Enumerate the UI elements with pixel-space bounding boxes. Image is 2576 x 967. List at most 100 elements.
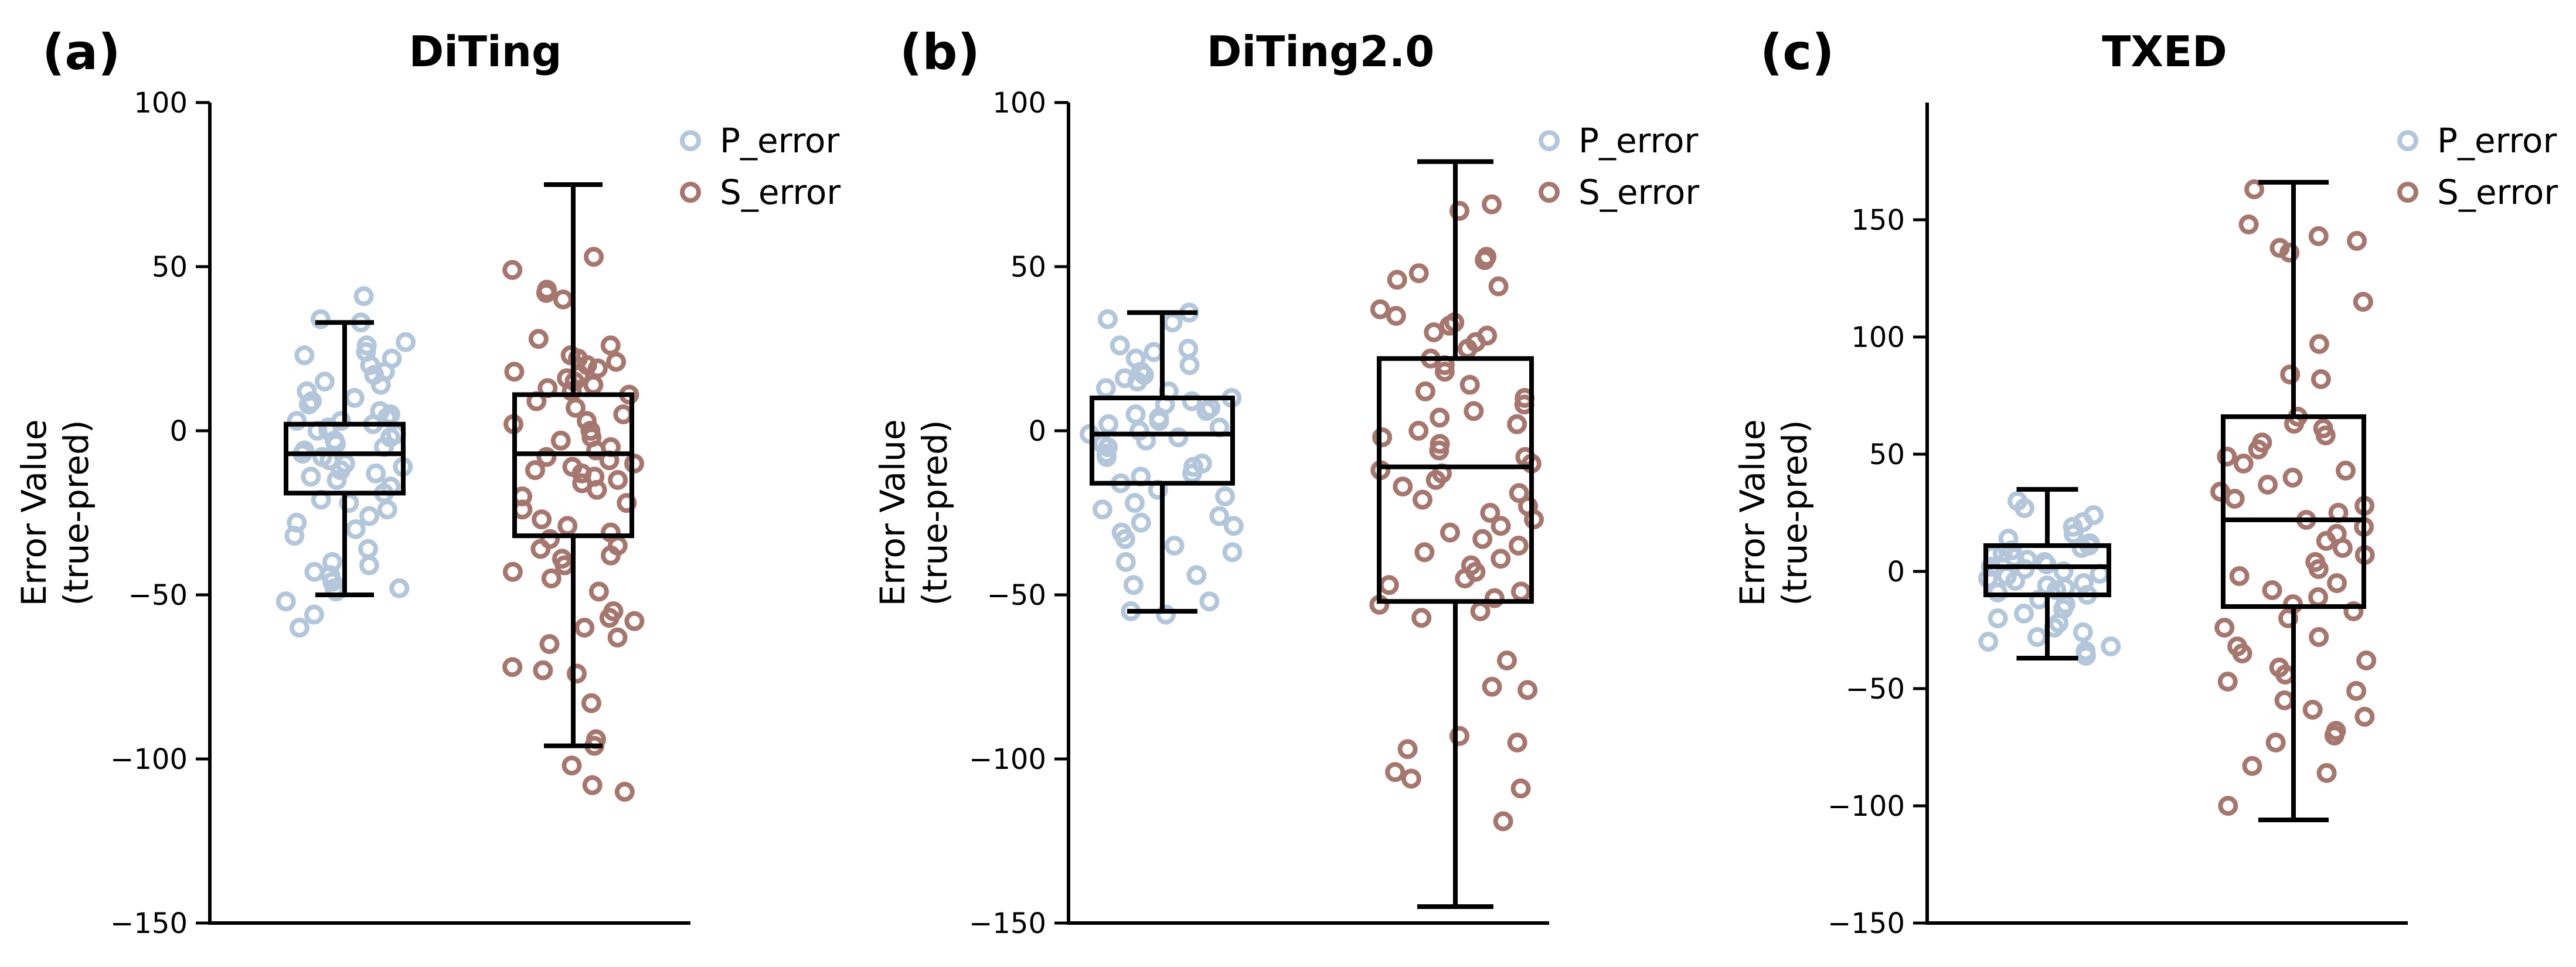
y-tick-label: −50: [128, 579, 188, 612]
panel-title: DiTing: [409, 27, 562, 76]
data-point: [326, 470, 347, 490]
y-tick-label: 50: [1869, 438, 1905, 471]
data-point: [289, 618, 309, 638]
data-point: [2014, 604, 2034, 624]
y-tick-label: −150: [1828, 907, 1905, 940]
data-point: [1110, 335, 1130, 356]
data-point: [2327, 573, 2347, 593]
data-point: [2309, 627, 2329, 647]
data-point: [1434, 362, 1455, 382]
data-point: [1455, 568, 1475, 588]
panel-title: DiTing2.0: [1207, 27, 1435, 76]
data-point: [1480, 503, 1500, 523]
data-point: [2262, 580, 2282, 600]
data-point: [377, 499, 397, 520]
y-tick-label: 100: [992, 87, 1046, 120]
data-point: [1488, 276, 1509, 297]
data-point: [525, 460, 545, 481]
iqr-box: [1377, 356, 1534, 604]
legend-marker: [1539, 182, 1560, 203]
y-tick-label: −50: [1846, 673, 1905, 706]
legend-marker: [1539, 130, 1560, 151]
data-point: [2214, 618, 2235, 638]
y-tick-label: −100: [1828, 790, 1905, 823]
data-point: [528, 329, 549, 349]
iqr-box: [284, 421, 406, 496]
data-point: [2233, 454, 2254, 474]
data-point: [1458, 339, 1478, 359]
data-point: [2354, 707, 2375, 727]
data-point: [1186, 565, 1207, 585]
legend-marker: [680, 130, 701, 151]
data-point: [1182, 391, 1202, 411]
legend-label: P_error: [720, 121, 840, 161]
data-point: [1482, 676, 1502, 697]
y-tick-label: −150: [969, 907, 1046, 940]
data-point: [311, 309, 331, 329]
data-point: [600, 335, 621, 356]
box-s-error: [1377, 159, 1534, 909]
data-point: [2258, 475, 2278, 495]
y-tick-label: 50: [1010, 251, 1046, 284]
y-tick-label: −150: [110, 907, 188, 940]
data-point: [294, 345, 315, 366]
y-tick-label: 100: [134, 87, 188, 120]
box-s-error: [2221, 180, 2366, 822]
data-point: [601, 545, 621, 566]
data-point: [613, 404, 634, 424]
data-point: [608, 470, 628, 490]
data-point: [1413, 489, 1432, 510]
data-point: [536, 447, 557, 467]
data-point: [624, 611, 645, 631]
series-s-error: [2210, 179, 2377, 816]
data-point: [2343, 601, 2364, 621]
y-tick-label: −100: [969, 743, 1046, 776]
data-point: [2302, 700, 2323, 720]
data-point: [2244, 179, 2265, 199]
data-point: [2332, 538, 2353, 558]
iqr-box: [512, 392, 634, 539]
data-point: [370, 374, 391, 395]
data-point: [2217, 672, 2238, 692]
data-point: [1379, 575, 1399, 595]
data-point: [2014, 498, 2034, 518]
data-point: [1162, 312, 1183, 333]
y-axis-label: Error Value(true-pred): [1733, 419, 1815, 606]
data-point: [366, 463, 386, 484]
y-axis-label-line: (true-pred): [1775, 420, 1815, 605]
box-p-error: [1983, 487, 2111, 660]
y-tick-label: −100: [110, 743, 188, 776]
data-point: [617, 493, 637, 513]
data-point: [1449, 200, 1469, 221]
data-point: [359, 555, 379, 576]
data-point: [2308, 587, 2329, 607]
data-point: [502, 657, 523, 677]
data-point: [581, 693, 601, 713]
data-point: [504, 362, 525, 382]
data-point: [1507, 733, 1527, 753]
data-point: [1127, 372, 1148, 391]
box-p-error: [284, 320, 406, 597]
panel-txed: (c) TXED 150 100 50 0 −50 −100 −150 Error Value(t…: [1733, 23, 2558, 940]
y-axis-label-line: Error Value: [14, 419, 54, 606]
data-point: [1223, 516, 1244, 536]
legend-label: P_error: [1578, 121, 1699, 161]
data-point: [2101, 636, 2121, 656]
legend-label: S_error: [2437, 172, 2558, 212]
data-point: [353, 286, 374, 307]
panel-title: TXED: [2102, 27, 2227, 76]
data-point: [606, 352, 627, 372]
data-point: [1222, 542, 1243, 563]
data-point: [1978, 632, 1999, 652]
data-point: [359, 506, 379, 526]
data-point: [1149, 411, 1169, 431]
data-point: [2347, 231, 2367, 251]
panel-diting2-0: (b) DiTing2.0 100 50 0 −50 −100 −150 Error Value…: [873, 23, 1699, 940]
data-point: [2310, 369, 2331, 389]
data-point: [1424, 322, 1444, 342]
data-point: [2217, 447, 2237, 467]
legend-marker: [2397, 130, 2418, 151]
data-point: [577, 411, 597, 431]
data-point: [502, 561, 523, 582]
